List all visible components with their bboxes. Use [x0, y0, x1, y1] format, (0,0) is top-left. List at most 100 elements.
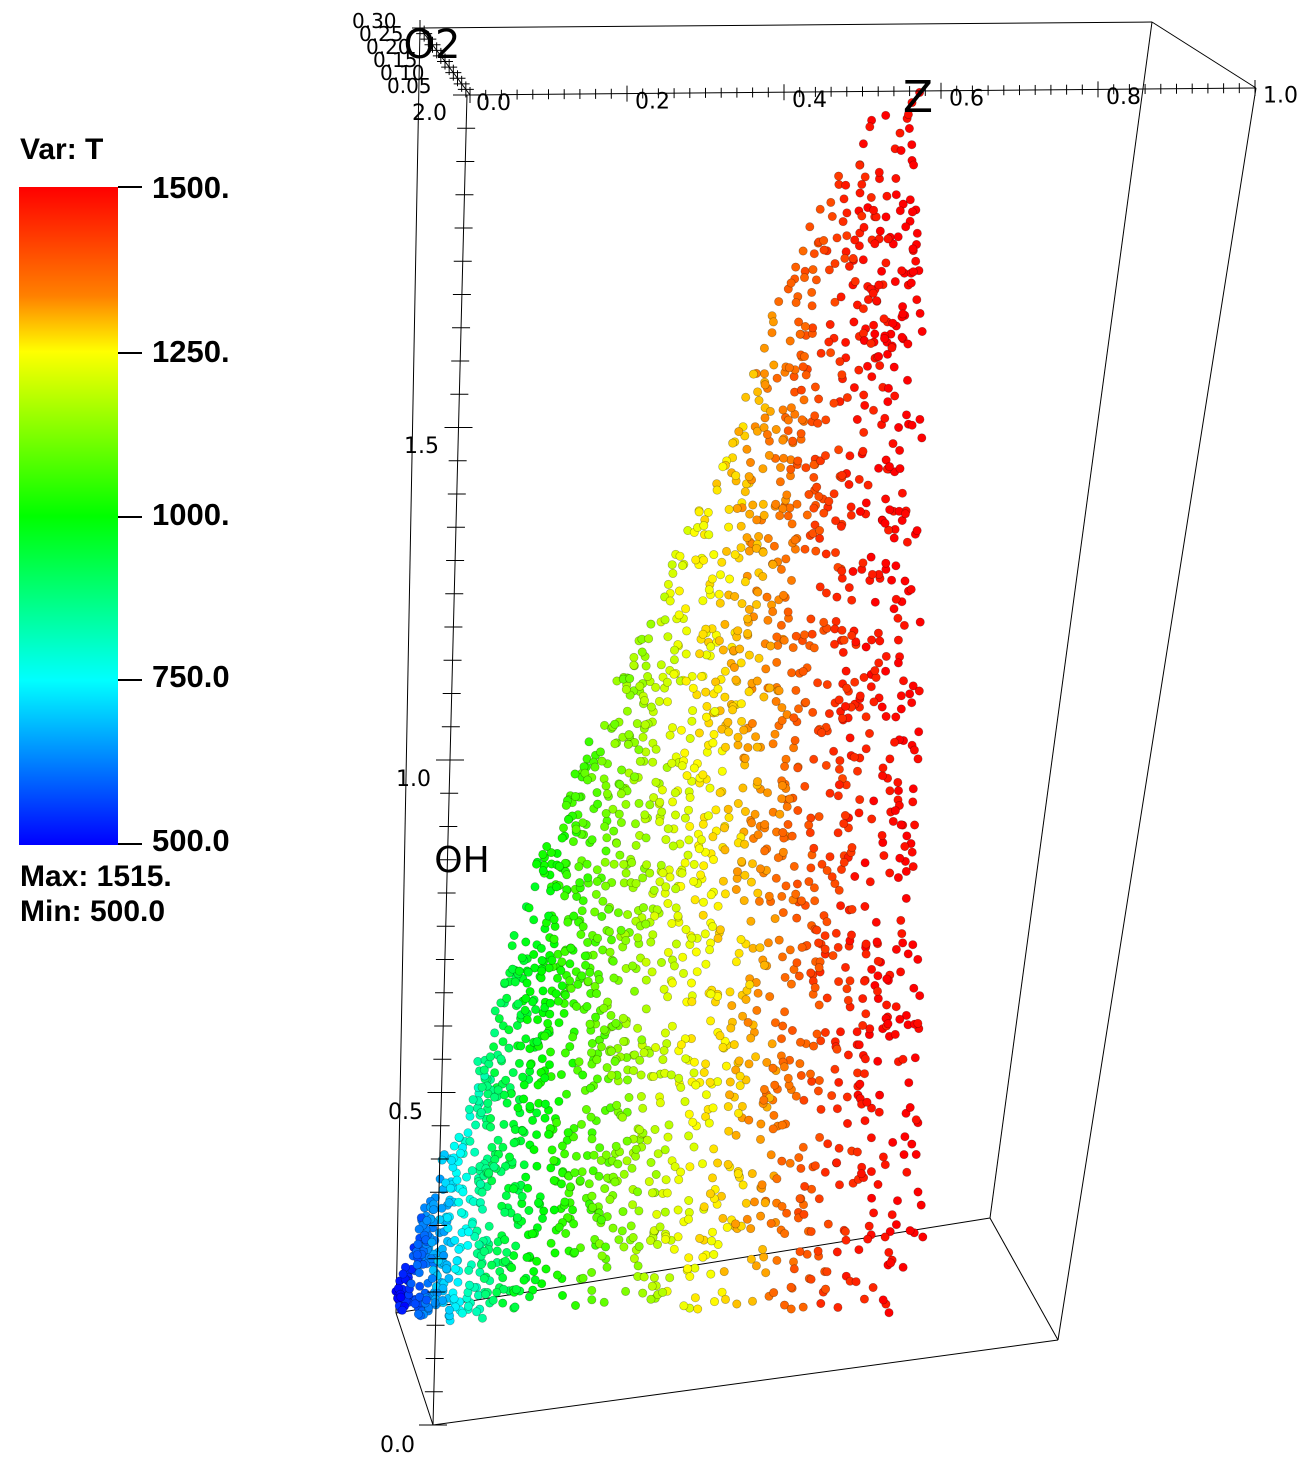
data-point — [896, 915, 906, 925]
data-point — [875, 226, 885, 236]
data-point — [687, 776, 697, 786]
data-point — [549, 914, 559, 924]
data-point — [768, 559, 778, 569]
data-point — [713, 901, 723, 911]
data-point — [788, 643, 798, 653]
data-point — [774, 297, 784, 307]
data-point — [891, 594, 901, 604]
data-point — [627, 858, 637, 868]
data-point — [751, 1052, 761, 1062]
data-point — [720, 845, 730, 855]
data-point — [819, 508, 829, 518]
data-point — [522, 1015, 532, 1025]
data-point — [637, 1035, 647, 1045]
data-point — [479, 1274, 489, 1284]
data-point — [806, 1274, 816, 1284]
data-point — [685, 733, 695, 743]
data-point — [786, 979, 796, 989]
data-point — [498, 1037, 508, 1047]
data-point — [537, 1214, 547, 1224]
data-point — [603, 997, 613, 1007]
data-point — [912, 526, 922, 536]
data-point — [577, 1167, 587, 1177]
data-point — [477, 1082, 487, 1092]
data-point — [844, 479, 854, 489]
data-point — [740, 839, 750, 849]
data-point — [502, 1248, 512, 1258]
data-point — [444, 1273, 454, 1283]
data-point — [698, 897, 708, 907]
data-point — [895, 1014, 905, 1024]
data-point — [665, 1273, 675, 1283]
data-point — [745, 509, 755, 519]
data-point — [783, 511, 793, 521]
data-point — [839, 857, 849, 867]
data-point — [891, 561, 901, 571]
data-point — [860, 858, 870, 868]
data-point — [531, 1005, 541, 1015]
data-point — [854, 365, 864, 375]
data-point — [893, 613, 903, 623]
data-point — [830, 1064, 840, 1074]
data-point — [854, 474, 864, 484]
data-point — [557, 957, 567, 967]
data-point — [656, 957, 666, 967]
data-point — [893, 777, 903, 787]
data-point — [879, 314, 889, 324]
data-point — [799, 1209, 809, 1219]
data-point — [649, 1273, 659, 1283]
data-point — [689, 763, 699, 773]
data-point — [874, 280, 884, 290]
data-point — [490, 1028, 500, 1038]
data-point — [901, 1010, 911, 1020]
data-point — [751, 600, 761, 610]
data-point — [806, 614, 816, 624]
data-point — [844, 583, 854, 593]
data-point — [863, 480, 873, 490]
data-point — [610, 739, 620, 749]
data-point — [827, 872, 837, 882]
data-point — [854, 1040, 864, 1050]
data-point — [476, 1260, 486, 1270]
data-point — [701, 712, 711, 722]
data-point — [599, 1003, 609, 1013]
data-point — [837, 470, 847, 480]
data-point — [543, 1129, 553, 1139]
data-point — [720, 666, 730, 676]
data-point — [592, 989, 602, 999]
data-point — [634, 745, 644, 755]
data-point — [707, 1173, 717, 1183]
data-point — [849, 752, 859, 762]
data-point — [829, 489, 839, 499]
data-point — [593, 933, 603, 943]
data-point — [772, 1255, 782, 1265]
axes: 0.0 0.2 0.4 0.6 0.8 1.0 Z 0.0 0.5 1.0 1.5 2.0 OH 0.30… — [352, 9, 1298, 1458]
data-point — [559, 1008, 569, 1018]
data-point — [669, 1244, 679, 1254]
data-point — [901, 1108, 911, 1118]
data-point — [449, 1141, 459, 1151]
data-point — [547, 1145, 557, 1155]
data-point — [698, 819, 708, 829]
data-point — [703, 507, 713, 517]
data-point — [549, 1205, 559, 1215]
data-point — [513, 999, 523, 1009]
data-point — [695, 649, 705, 659]
data-point — [700, 929, 710, 939]
data-point — [546, 848, 556, 858]
data-point — [731, 675, 741, 685]
data-point — [872, 937, 882, 947]
data-point — [454, 1244, 464, 1254]
data-point — [718, 1042, 728, 1052]
data-point — [855, 691, 865, 701]
data-point — [635, 681, 645, 691]
data-point — [511, 1241, 521, 1251]
data-point — [879, 333, 889, 343]
data-point — [909, 983, 919, 993]
data-point — [822, 865, 832, 875]
data-point — [717, 766, 727, 776]
data-point — [523, 967, 533, 977]
data-point — [760, 413, 770, 423]
data-point — [696, 671, 706, 681]
data-point — [909, 745, 919, 755]
